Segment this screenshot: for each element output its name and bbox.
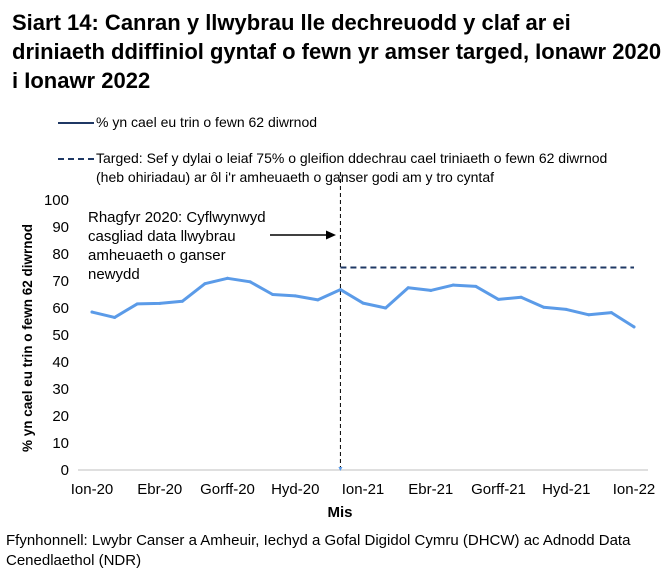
x-axis-ticks: Ion-20 Ebr-20 Gorff-20 Hyd-20 Ion-21 Ebr-21 Go…: [71, 481, 656, 498]
y-tick-label: 30: [52, 381, 69, 398]
data-point: [451, 283, 455, 287]
data-point: [542, 305, 546, 309]
data-point: [519, 295, 523, 299]
y-tick-label: 40: [52, 354, 69, 371]
x-tick-label: Gorff-20: [200, 481, 255, 498]
x-tick-label: Ebr-20: [137, 481, 182, 498]
y-tick-label: 10: [52, 435, 69, 452]
data-point: [632, 325, 636, 329]
data-point: [113, 315, 117, 319]
data-point: [564, 307, 568, 311]
annotation-line-1: Rhagfyr 2020: Cyflwynwyd: [88, 209, 266, 226]
legend-solid-line-swatch: [58, 122, 94, 124]
x-tick-label: Ebr-21: [408, 481, 453, 498]
data-point: [429, 288, 433, 292]
data-point: [316, 298, 320, 302]
annotation-line-3: amheuaeth o ganser: [88, 247, 226, 264]
legend-item-series: % yn cael eu trin o fewn 62 diwrnod: [58, 113, 636, 132]
data-point: [361, 301, 365, 305]
legend-dashed-line-swatch: [58, 158, 94, 160]
y-tick-label: 60: [52, 300, 69, 317]
marker-base-tick: [338, 467, 343, 471]
x-tick-label: Hyd-21: [542, 481, 590, 498]
y-tick-label: 70: [52, 273, 69, 290]
legend-item-target: Targed: Sef y dylai o leiaf 75% o gleifi…: [58, 149, 636, 187]
x-tick-label: Ion-22: [613, 481, 656, 498]
legend-target-label: Targed: Sef y dylai o leiaf 75% o gleifi…: [96, 150, 608, 185]
data-point: [158, 301, 162, 305]
y-tick-label: 50: [52, 327, 69, 344]
y-tick-label: 20: [52, 408, 69, 425]
data-point: [406, 286, 410, 290]
x-axis-title: Mis: [327, 504, 352, 521]
data-point: [293, 294, 297, 298]
data-point: [587, 313, 591, 317]
data-point: [248, 280, 252, 284]
data-point: [180, 299, 184, 303]
x-tick-label: Ion-21: [342, 481, 385, 498]
y-tick-label: 90: [52, 219, 69, 236]
y-axis-ticks: 0 10 20 30 40 50 60 70 80 90 100: [44, 192, 69, 479]
data-point: [497, 297, 500, 301]
y-tick-label: 0: [61, 462, 69, 479]
legend-series-label: % yn cael eu trin o fewn 62 diwrnod: [96, 114, 318, 130]
source-note: Ffynhonnell: Lwybr Canser a Amheuir, Iec…: [6, 532, 631, 569]
y-axis-title: % yn cael eu trin o fewn 62 diwrnod: [20, 224, 35, 452]
x-tick-label: Gorff-21: [471, 481, 526, 498]
data-point: [271, 293, 275, 296]
data-point: [338, 288, 342, 292]
y-tick-label: 80: [52, 246, 69, 263]
data-point: [203, 282, 207, 286]
annotation-rhagfyr-2020: Rhagfyr 2020: Cyflwynwyd casgliad data l…: [88, 209, 266, 283]
annotation-line-2: casgliad data llwybrau: [88, 228, 236, 245]
series-points: [90, 276, 636, 329]
data-point: [609, 311, 613, 315]
y-tick-label: 100: [44, 192, 69, 209]
annotation-line-4: newydd: [88, 266, 140, 283]
data-point: [226, 276, 229, 280]
x-tick-label: Hyd-20: [271, 481, 319, 498]
chart-title: Siart 14: Canran y llwybrau lle dechreuo…: [12, 10, 662, 93]
data-point: [135, 302, 139, 306]
data-point: [384, 306, 388, 310]
x-tick-label: Ion-20: [71, 481, 114, 498]
data-point: [90, 310, 94, 314]
annotation-arrow-head: [326, 230, 336, 240]
data-point: [474, 284, 478, 288]
